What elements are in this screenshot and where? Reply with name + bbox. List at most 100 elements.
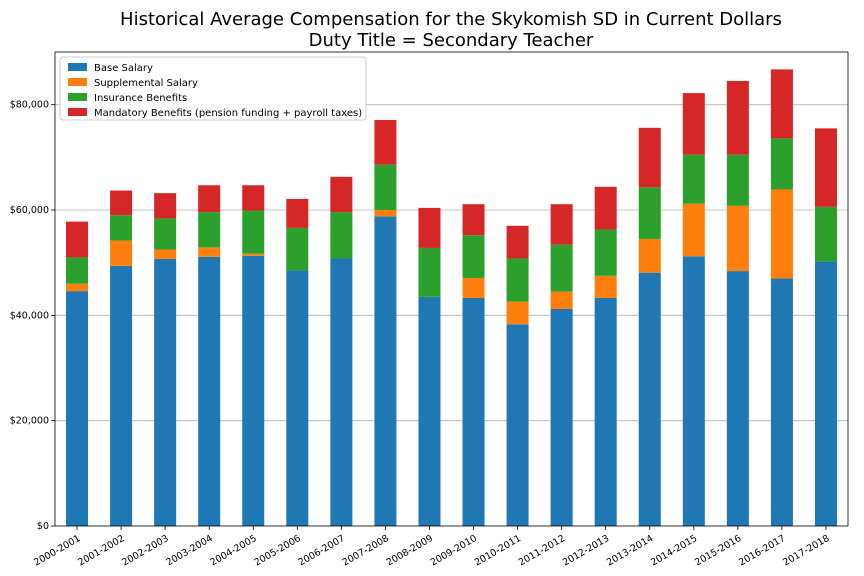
bar-segment-1 bbox=[374, 210, 397, 217]
bar-segment-1 bbox=[198, 247, 221, 257]
bar-segment-3 bbox=[682, 93, 705, 155]
bar-segment-0 bbox=[462, 297, 485, 526]
y-tick-label: $20,000 bbox=[10, 416, 49, 427]
bar-segment-2 bbox=[374, 164, 397, 210]
bar-segment-2 bbox=[682, 154, 705, 204]
bar-segment-3 bbox=[462, 204, 485, 236]
bar-segment-0 bbox=[286, 270, 309, 526]
legend-label: Insurance Benefits bbox=[94, 93, 187, 104]
bar-segment-2 bbox=[550, 244, 573, 292]
bar-segment-1 bbox=[682, 203, 705, 257]
legend-swatch bbox=[68, 93, 87, 101]
x-tick-label: 2001-2002 bbox=[76, 533, 126, 568]
bar-segment-2 bbox=[110, 215, 133, 241]
bar-segment-0 bbox=[66, 291, 89, 526]
bar-segment-2 bbox=[770, 138, 793, 190]
bar-segment-1 bbox=[506, 301, 529, 325]
x-tick-label: 2015-2016 bbox=[693, 533, 743, 568]
bar-segment-0 bbox=[682, 256, 705, 526]
bar-segment-2 bbox=[594, 229, 617, 276]
bar-segment-0 bbox=[330, 258, 353, 526]
bar-segment-1 bbox=[550, 291, 573, 310]
x-tick-label: 2013-2014 bbox=[605, 533, 655, 568]
bar-segment-2 bbox=[154, 218, 177, 250]
bar-segment-1 bbox=[154, 249, 177, 259]
y-tick-label: $60,000 bbox=[10, 205, 49, 216]
bar-segment-3 bbox=[374, 119, 397, 165]
x-tick-label: 2016-2017 bbox=[737, 533, 787, 568]
bar-segment-0 bbox=[814, 261, 837, 526]
bar-segment-3 bbox=[330, 176, 353, 213]
legend-swatch bbox=[68, 78, 87, 86]
x-tick-label: 2011-2012 bbox=[517, 533, 567, 568]
bar-segment-2 bbox=[418, 247, 441, 297]
y-tick-label: $40,000 bbox=[10, 310, 49, 321]
bar-segment-2 bbox=[726, 154, 749, 206]
bar-segment-3 bbox=[110, 190, 133, 216]
bar-segment-3 bbox=[154, 193, 177, 219]
bar-segment-1 bbox=[242, 253, 265, 256]
bar-segment-0 bbox=[550, 309, 573, 526]
bar-segment-1 bbox=[462, 277, 485, 298]
bar-segment-3 bbox=[198, 185, 221, 213]
x-tick-label: 2000-2001 bbox=[32, 533, 82, 568]
legend: Base Salary Supplemental Salary Insurance … bbox=[59, 56, 367, 121]
bar-segment-2 bbox=[66, 257, 89, 284]
bar-segment-3 bbox=[770, 69, 793, 139]
bar-segment-1 bbox=[770, 189, 793, 279]
bar-segment-2 bbox=[814, 206, 837, 262]
legend-label: Base Salary bbox=[94, 63, 153, 74]
x-tick-label: 2012-2013 bbox=[561, 533, 611, 568]
legend-label: Supplemental Salary bbox=[94, 78, 198, 89]
bar-segment-1 bbox=[726, 205, 749, 272]
bar-segment-2 bbox=[638, 187, 661, 239]
legend-swatch bbox=[68, 63, 87, 71]
plot-frame bbox=[54, 51, 849, 527]
x-tick-label: 2007-2008 bbox=[341, 533, 391, 568]
legend-swatch bbox=[68, 108, 87, 116]
x-tick-label: 2017-2018 bbox=[781, 533, 831, 568]
bar-segment-0 bbox=[594, 297, 617, 526]
chart-subtitle: Duty Title = Secondary Teacher bbox=[309, 30, 594, 51]
bar-segment-0 bbox=[374, 216, 397, 526]
bar-segment-0 bbox=[198, 256, 221, 526]
bar-segment-3 bbox=[242, 185, 265, 211]
bar-segment-0 bbox=[638, 272, 661, 526]
x-tick-label: 2003-2004 bbox=[164, 533, 214, 568]
bar-segment-2 bbox=[330, 212, 353, 259]
x-tick-label: 2002-2003 bbox=[120, 533, 170, 568]
bar-segment-0 bbox=[110, 265, 133, 526]
bar-segment-3 bbox=[726, 80, 749, 155]
x-tick-label: 2010-2011 bbox=[473, 533, 523, 568]
bar-segment-3 bbox=[506, 225, 529, 259]
bar-segment-3 bbox=[418, 207, 441, 248]
bar-segment-2 bbox=[506, 258, 529, 302]
bar-segment-0 bbox=[242, 255, 265, 526]
x-tick-label: 2005-2006 bbox=[252, 533, 302, 568]
bar-segment-0 bbox=[154, 258, 177, 526]
bar-segment-0 bbox=[506, 324, 529, 526]
bar-segment-1 bbox=[638, 238, 661, 273]
x-tick-label: 2008-2009 bbox=[385, 533, 435, 568]
bar-segment-0 bbox=[418, 296, 441, 526]
bar-segment-1 bbox=[110, 240, 133, 266]
bar-segment-2 bbox=[242, 210, 265, 254]
bar-segment-3 bbox=[814, 128, 837, 207]
bar-segment-0 bbox=[726, 271, 749, 526]
bars-layer bbox=[66, 69, 837, 526]
y-tick-label: $0 bbox=[37, 521, 49, 532]
bar-segment-3 bbox=[594, 186, 617, 230]
bar-segment-3 bbox=[638, 127, 661, 188]
y-tick-label: $80,000 bbox=[10, 100, 49, 111]
bar-segment-0 bbox=[770, 278, 793, 526]
bar-segment-1 bbox=[594, 275, 617, 298]
x-tick-label: 2014-2015 bbox=[649, 533, 699, 568]
bar-segment-3 bbox=[550, 204, 573, 245]
legend-label: Mandatory Benefits (pension funding + pa… bbox=[94, 108, 362, 119]
bar-segment-3 bbox=[66, 221, 89, 258]
x-tick-label: 2009-2010 bbox=[429, 533, 479, 568]
bar-segment-1 bbox=[66, 283, 89, 292]
x-tick-label: 2004-2005 bbox=[208, 533, 258, 568]
